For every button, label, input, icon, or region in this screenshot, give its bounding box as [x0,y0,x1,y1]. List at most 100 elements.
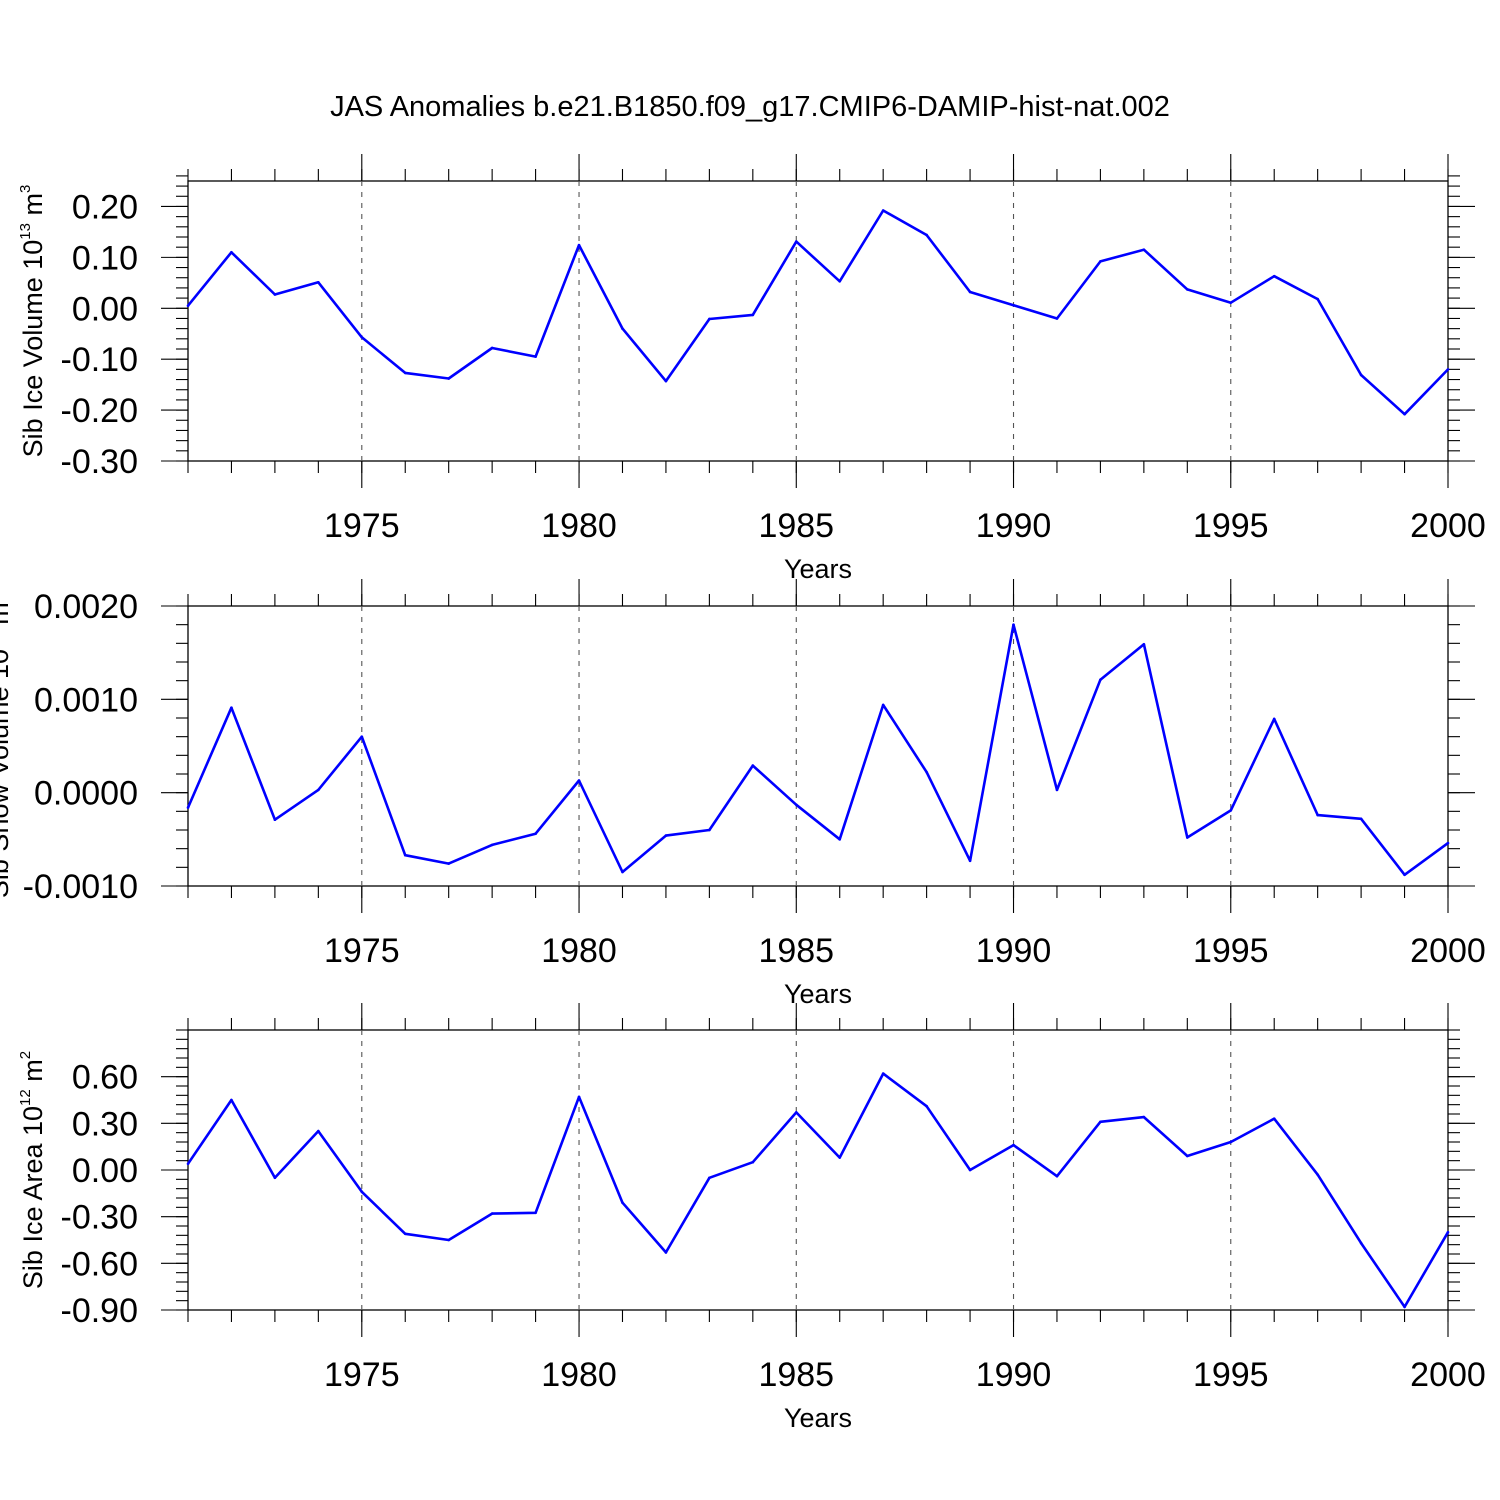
data-point [1012,623,1015,626]
x-tick-label: 2000 [1410,1356,1486,1394]
data-point [795,804,798,807]
x-tick-label: 1975 [324,507,400,545]
data-point [1447,368,1450,371]
y-axis-title: Sib Ice Volume 1013 m3 [17,185,48,458]
data-point [752,764,755,767]
data-point [1143,643,1146,646]
data-point [1229,809,1232,812]
data-point [1143,248,1146,251]
chart-title: JAS Anomalies b.e21.B1850.f09_g17.CMIP6-… [330,91,1170,123]
data-point [1403,874,1406,877]
data-point [1099,678,1102,681]
y-tick-label: 0.30 [72,1105,138,1143]
data-point [274,1176,277,1179]
data-point [447,862,450,865]
x-axis-title: Years [784,554,852,584]
series-line [188,625,1448,875]
data-point [795,240,798,243]
x-tick-label: 1980 [541,1356,617,1394]
data-point [969,1169,972,1172]
data-point [317,789,320,792]
data-point [1316,814,1319,817]
data-point [360,1190,363,1193]
data-point [1012,304,1015,307]
data-point [1186,836,1189,839]
data-point [1229,301,1232,304]
data-point [578,779,581,782]
data-point [1403,1306,1406,1309]
x-tick-label: 1990 [976,1356,1052,1394]
data-point [491,844,494,847]
data-point [404,1232,407,1235]
plot-frame [188,181,1448,461]
data-point [621,327,624,330]
series-line [188,211,1448,415]
x-tick-label: 1980 [541,932,617,970]
y-axis-title: Sib Ice Area 1012 m2 [17,1051,48,1289]
data-point [665,834,668,837]
data-point [838,280,841,283]
data-point [1360,1242,1363,1245]
data-point [882,209,885,212]
data-point [578,244,581,247]
data-point [1056,789,1059,792]
data-point [187,304,190,307]
data-point [491,347,494,350]
y-tick-label: -0.30 [61,1199,139,1237]
data-point [274,818,277,821]
data-point [1273,1117,1276,1120]
data-point [1360,374,1363,377]
data-point [838,1156,841,1159]
x-tick-label: 1980 [541,507,617,545]
data-point [969,291,972,294]
data-point [621,1201,624,1204]
data-point [1186,1155,1189,1158]
data-point [1316,1173,1319,1176]
x-tick-label: 1975 [324,1356,400,1394]
x-axis-title: Years [784,1403,852,1433]
data-point [925,771,928,774]
data-point [752,1161,755,1164]
y-axis-title: Sib Snow Volume 1013 m3 [0,594,14,898]
y-tick-label: -0.10 [61,341,139,379]
y-tick-label: -0.30 [61,443,139,481]
data-point [230,706,233,709]
data-point [1143,1116,1146,1119]
data-point [708,829,711,832]
data-point [665,1251,668,1254]
data-point [534,832,537,835]
x-tick-label: 1985 [758,1356,834,1394]
plot-frame [188,1030,1448,1310]
y-tick-label: 0.10 [72,239,138,277]
x-tick-label: 1985 [758,932,834,970]
x-tick-label: 1995 [1193,1356,1269,1394]
data-point [1099,260,1102,263]
y-tick-label: 0.0010 [34,681,138,719]
y-tick-label: 0.0020 [34,588,138,626]
data-point [317,1130,320,1133]
data-point [882,1072,885,1075]
data-point [317,281,320,284]
data-point [447,377,450,380]
y-tick-label: 0.20 [72,188,138,226]
data-point [795,1111,798,1114]
x-tick-label: 1975 [324,932,400,970]
data-point [360,336,363,339]
data-point [1273,275,1276,278]
data-point [1447,842,1450,845]
data-point [838,838,841,841]
y-tick-label: -0.20 [61,392,139,430]
data-point [708,1176,711,1179]
x-tick-label: 1990 [976,507,1052,545]
data-point [1012,1144,1015,1147]
y-tick-label: -0.90 [61,1292,139,1330]
data-point [925,234,928,237]
panel-ice-volume: 1975 1980 1985 1990 1995 2000 -0.30 -0.20 -0.10… [17,154,1486,584]
chart-figure: JAS Anomalies b.e21.B1850.f09_g17.CMIP6-… [0,0,1500,1500]
x-tick-label: 1990 [976,932,1052,970]
data-point [882,704,885,707]
data-point [1056,1175,1059,1178]
panel-ice-area: 1975 1980 1985 1990 1995 2000 -0.90 -0.60 -0.30… [17,1003,1486,1433]
x-axis-title: Years [784,979,852,1009]
data-point [752,314,755,317]
